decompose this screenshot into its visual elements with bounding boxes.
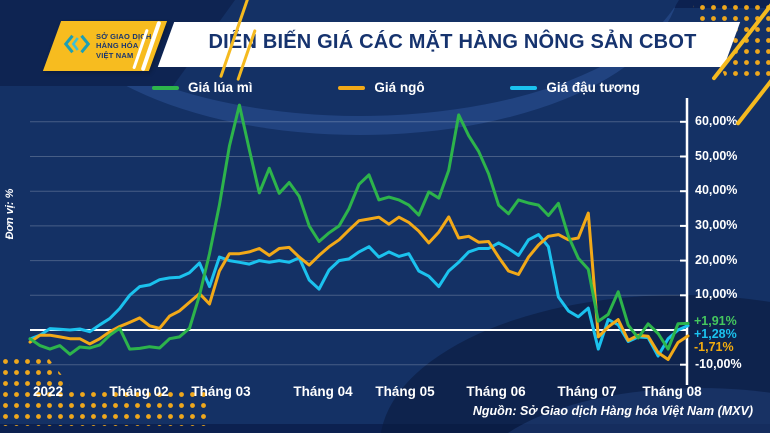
x-tick-label: Tháng 06 — [466, 384, 526, 399]
mxv-logo-inner: SỞ GIAO DỊCH HÀNG HÓA VIỆT NAM — [52, 21, 158, 71]
series-line-3 — [28, 233, 690, 358]
series-line-1 — [28, 103, 690, 356]
x-tick-label: Tháng 03 — [191, 384, 251, 399]
legend-dash-icon — [152, 85, 179, 90]
x-tick-label: 2022 — [32, 384, 64, 399]
legend-label: Giá lúa mì — [188, 80, 253, 95]
series-end-value-label: -1,71% — [694, 340, 734, 354]
x-tick-label: Tháng 08 — [642, 384, 702, 399]
legend-item: Giá ngô — [338, 80, 425, 95]
page-title: DIỄN BIẾN GIÁ CÁC MẶT HÀNG NÔNG SẢN CBOT — [208, 31, 697, 53]
y-tick-label: 30,00% — [695, 217, 738, 232]
x-tick-label: Tháng 04 — [293, 384, 353, 399]
y-tick-label: 50,00% — [695, 148, 738, 163]
y-axis-unit-label: Đơn vị: % — [4, 188, 16, 240]
series-line-2 — [28, 211, 690, 361]
chart-legend: Giá lúa mì Giá ngô Giá đậu tương — [152, 80, 640, 95]
legend-label: Giá ngô — [374, 80, 425, 95]
logo-line: VIỆT NAM — [96, 50, 134, 60]
y-tick-label: 60,00% — [695, 113, 738, 128]
x-tick-label: Tháng 02 — [109, 384, 169, 399]
mxv-logo: SỞ GIAO DỊCH HÀNG HÓA VIỆT NAM — [42, 21, 168, 71]
x-tick-label: Tháng 07 — [557, 384, 617, 399]
source-caption: Nguồn: Sở Giao dịch Hàng hóa Việt Nam (M… — [472, 404, 753, 418]
legend-dash-icon — [338, 85, 366, 90]
x-tick-label: Tháng 05 — [375, 384, 435, 399]
y-tick-label: 10,00% — [695, 287, 738, 302]
legend-item: Giá lúa mì — [152, 80, 253, 95]
y-tick-label: -10,00% — [695, 356, 742, 371]
series-end-value-label: +1,91% — [694, 314, 737, 328]
series-end-value-label: +1,28% — [694, 327, 737, 341]
y-tick-label: 40,00% — [695, 183, 738, 198]
y-tick-label: 20,00% — [695, 252, 738, 267]
legend-label: Giá đậu tương — [546, 80, 640, 95]
legend-dash-icon — [510, 85, 538, 90]
legend-item: Giá đậu tương — [510, 80, 640, 95]
mxv-chevron-icon — [62, 32, 92, 61]
